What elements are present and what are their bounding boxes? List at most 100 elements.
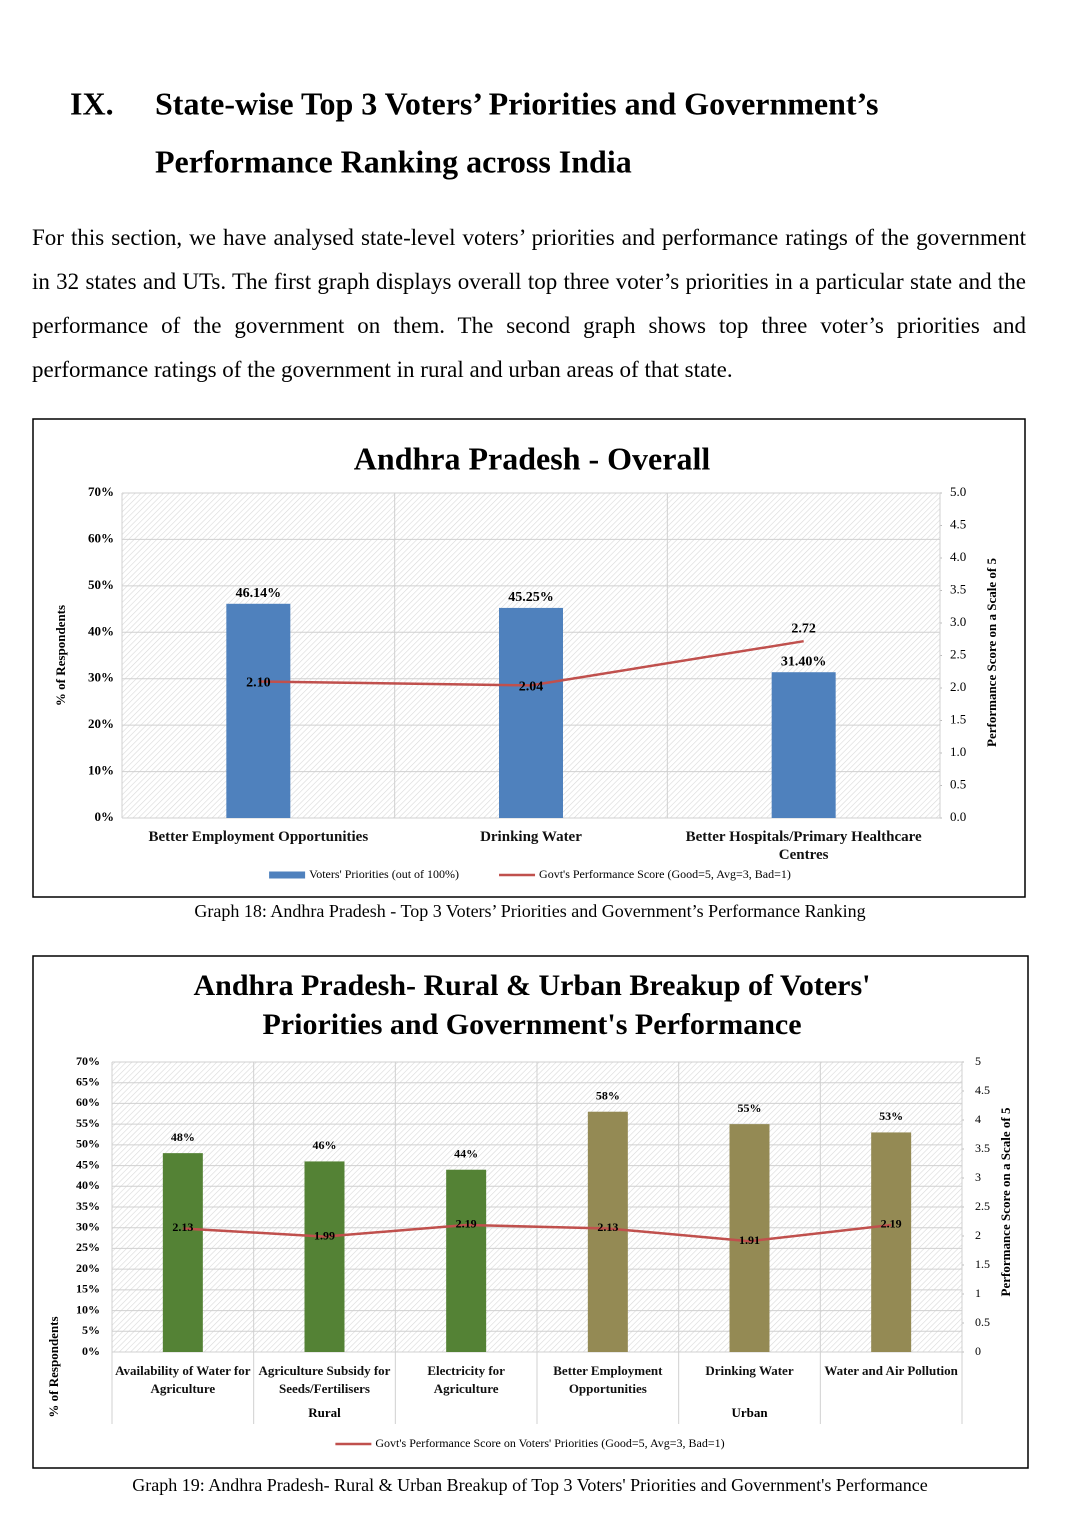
section-title: Performance Ranking across India bbox=[155, 143, 632, 179]
bar-value-label: 44% bbox=[454, 1146, 478, 1160]
y2-tick-label: 1.5 bbox=[975, 1257, 990, 1271]
chart-title: Priorities and Government's Performance bbox=[262, 1008, 801, 1041]
y2-axis-label: Performance Score on a Scale of 5 bbox=[984, 558, 999, 747]
y2-tick-label: 3.5 bbox=[950, 581, 966, 596]
y2-tick-label: 3 bbox=[975, 1170, 981, 1184]
x-tick-label: Drinking Water bbox=[705, 1363, 794, 1378]
y2-tick-label: 1.0 bbox=[950, 744, 966, 759]
line-value-label: 2.19 bbox=[881, 1217, 902, 1231]
bar bbox=[226, 603, 291, 818]
bar bbox=[587, 1111, 628, 1352]
x-tick-label: Better Employment Opportunities bbox=[553, 1363, 663, 1396]
y-tick-label: 70% bbox=[76, 1054, 100, 1068]
bar-value-label: 48% bbox=[171, 1130, 195, 1144]
y-tick-label: 25% bbox=[76, 1240, 100, 1254]
bar bbox=[304, 1161, 345, 1352]
y2-tick-label: 0.5 bbox=[975, 1315, 990, 1329]
y-tick-label: 35% bbox=[76, 1199, 100, 1213]
y2-tick-label: 0.5 bbox=[950, 776, 966, 791]
bar bbox=[162, 1153, 203, 1352]
bar bbox=[729, 1124, 770, 1352]
line-value-label: 2.04 bbox=[519, 680, 544, 695]
line-value-label: 1.99 bbox=[314, 1228, 335, 1242]
y2-axis-label: Performance Score on a Scale of 5 bbox=[998, 1107, 1013, 1296]
bar-value-label: 55% bbox=[738, 1101, 762, 1115]
bar-value-label: 58% bbox=[596, 1088, 620, 1102]
y-tick-label: 20% bbox=[76, 1261, 100, 1275]
x-tick-label: Better Hospitals/Primary Healthcare Cent… bbox=[685, 829, 922, 863]
y-tick-label: 30% bbox=[88, 670, 114, 685]
y2-tick-label: 4 bbox=[975, 1112, 981, 1126]
y2-tick-label: 2.5 bbox=[950, 646, 966, 661]
section-title: State-wise Top 3 Voters’ Priorities and … bbox=[155, 85, 879, 121]
y2-tick-label: 2 bbox=[975, 1228, 981, 1242]
caption: Graph 19: Andhra Pradesh- Rural & Urban … bbox=[132, 1475, 928, 1495]
y-tick-label: 10% bbox=[88, 763, 114, 778]
legend-label: Govt's Performance Score (Good=5, Avg=3,… bbox=[539, 867, 791, 881]
bar-value-label: 46% bbox=[313, 1138, 337, 1152]
y2-tick-label: 4.0 bbox=[950, 549, 966, 564]
line-value-label: 1.91 bbox=[739, 1233, 760, 1247]
y-tick-label: 10% bbox=[76, 1302, 100, 1316]
group-label: Rural bbox=[308, 1405, 341, 1420]
line-value-label: 2.72 bbox=[791, 621, 816, 636]
bar bbox=[499, 607, 563, 818]
y-tick-label: 15% bbox=[76, 1282, 100, 1296]
chart-frame bbox=[32, 418, 1026, 898]
x-tick-label: Better Employment Opportunities bbox=[148, 829, 369, 845]
line-value-label: 2.10 bbox=[246, 676, 271, 691]
y-tick-label: 60% bbox=[76, 1095, 100, 1109]
bar-value-label: 31.40% bbox=[781, 654, 827, 669]
chart-title: Andhra Pradesh- Rural & Urban Breakup of… bbox=[193, 969, 870, 1002]
y2-tick-label: 0 bbox=[975, 1344, 981, 1358]
y-axis-label: % of Respondents bbox=[53, 605, 68, 706]
chart-frame bbox=[32, 955, 1029, 1469]
y2-tick-label: 5 bbox=[975, 1054, 981, 1068]
section-number: IX. bbox=[70, 85, 114, 121]
y-tick-label: 45% bbox=[76, 1157, 100, 1171]
y-tick-label: 40% bbox=[88, 623, 114, 638]
bar-value-label: 46.14% bbox=[236, 586, 282, 601]
paragraph: For this section, we have analysed state… bbox=[32, 225, 1026, 382]
x-tick-label: Availability of Water for Agriculture bbox=[115, 1363, 251, 1396]
caption: Graph 18: Andhra Pradesh - Top 3 Voters’… bbox=[194, 901, 865, 921]
line-value-label: 2.13 bbox=[172, 1220, 193, 1234]
y2-tick-label: 4.5 bbox=[950, 516, 966, 531]
y-tick-label: 60% bbox=[88, 530, 114, 545]
line bbox=[258, 639, 804, 687]
x-tick-label: Water and Air Pollution bbox=[824, 1363, 958, 1378]
line-value-label: 2.19 bbox=[456, 1217, 477, 1231]
y-tick-label: 65% bbox=[76, 1074, 100, 1088]
y-tick-label: 0% bbox=[82, 1344, 100, 1358]
x-tick-label: Drinking Water bbox=[480, 829, 582, 845]
x-tick-label: Agriculture Subsidy for Seeds/Fertiliser… bbox=[258, 1363, 391, 1396]
y-tick-label: 50% bbox=[76, 1137, 100, 1151]
bar bbox=[871, 1132, 912, 1352]
bar bbox=[771, 672, 836, 818]
y2-tick-label: 2.5 bbox=[975, 1199, 990, 1213]
group-label: Urban bbox=[731, 1405, 768, 1420]
y2-tick-label: 1 bbox=[975, 1286, 981, 1300]
y2-tick-label: 0.0 bbox=[950, 809, 966, 824]
y-tick-label: 55% bbox=[76, 1116, 100, 1130]
y-tick-label: 5% bbox=[82, 1323, 100, 1337]
y2-tick-label: 3.5 bbox=[975, 1141, 990, 1155]
y2-tick-label: 2.0 bbox=[950, 679, 966, 694]
legend-label: Govt's Performance Score on Voters' Prio… bbox=[375, 1436, 724, 1450]
y-tick-label: 30% bbox=[76, 1219, 100, 1233]
y2-tick-label: 5.0 bbox=[950, 484, 966, 499]
y-tick-label: 50% bbox=[88, 577, 114, 592]
line bbox=[182, 1223, 892, 1243]
y-tick-label: 40% bbox=[76, 1178, 100, 1192]
y2-tick-label: 3.0 bbox=[950, 614, 966, 629]
y2-tick-label: 4.5 bbox=[975, 1083, 990, 1097]
legend-label: Voters' Priorities (out of 100%) bbox=[309, 867, 459, 881]
bar-value-label: 53% bbox=[879, 1109, 903, 1123]
bar-value-label: 45.25% bbox=[508, 590, 554, 605]
bar bbox=[446, 1169, 487, 1352]
chart-title: Andhra Pradesh - Overall bbox=[354, 440, 711, 476]
y-tick-label: 20% bbox=[88, 716, 114, 731]
y-tick-label: 70% bbox=[88, 484, 114, 499]
